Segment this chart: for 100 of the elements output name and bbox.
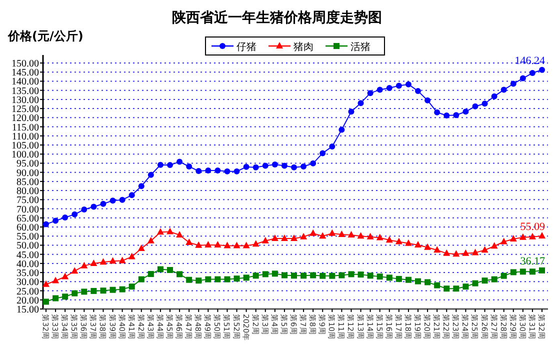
point xyxy=(510,80,516,87)
point xyxy=(167,267,173,274)
point xyxy=(72,290,78,296)
y-tick-label: 110.00 xyxy=(12,131,39,142)
y-tick-label: 105.00 xyxy=(12,140,39,152)
point xyxy=(72,211,78,218)
y-tick-label: 85.00 xyxy=(16,176,39,188)
point xyxy=(510,269,516,276)
point xyxy=(138,183,144,190)
point xyxy=(148,271,154,278)
y-tick-label: 90.00 xyxy=(16,168,39,179)
point xyxy=(376,234,384,240)
point xyxy=(224,276,230,282)
point xyxy=(119,196,126,203)
point xyxy=(500,272,507,279)
point xyxy=(233,242,240,248)
point xyxy=(386,274,392,281)
legend-label: 活猪 xyxy=(350,41,370,53)
point xyxy=(482,278,488,284)
point xyxy=(462,108,469,115)
point xyxy=(358,272,364,278)
point xyxy=(80,262,88,268)
point xyxy=(424,279,431,286)
point xyxy=(62,294,68,300)
y-tick-label: 130.00 xyxy=(12,94,39,106)
y-tick-label: 145.00 xyxy=(12,68,39,79)
point xyxy=(242,242,250,248)
point xyxy=(500,86,507,93)
point xyxy=(529,268,536,275)
point xyxy=(62,214,68,221)
y-tick-label: 15.00 xyxy=(16,304,39,316)
point xyxy=(320,150,326,156)
y-tick-label: 50.00 xyxy=(16,240,39,252)
point xyxy=(462,284,469,290)
point xyxy=(424,97,431,104)
point xyxy=(300,272,307,279)
point xyxy=(52,276,60,284)
point xyxy=(367,272,374,279)
point xyxy=(147,236,154,244)
y-tick-label: 70.00 xyxy=(16,204,39,216)
point xyxy=(110,286,116,293)
point xyxy=(224,168,230,174)
point xyxy=(490,242,498,249)
point xyxy=(357,232,364,239)
point xyxy=(491,276,498,282)
point xyxy=(415,88,421,94)
point xyxy=(472,248,479,256)
point xyxy=(128,192,135,198)
point xyxy=(520,75,526,82)
point xyxy=(539,267,545,274)
point xyxy=(110,198,116,204)
point xyxy=(262,236,269,244)
data-label: 146.24 xyxy=(514,54,546,67)
data-label: 55.09 xyxy=(520,220,546,233)
point xyxy=(166,228,174,234)
point xyxy=(280,234,288,241)
y-tick-label: 45.00 xyxy=(16,250,39,261)
point xyxy=(444,112,450,118)
point xyxy=(252,240,260,247)
point xyxy=(186,164,192,170)
point xyxy=(157,266,164,272)
point xyxy=(491,93,498,100)
point xyxy=(281,162,288,169)
point xyxy=(42,280,50,287)
y-tick-label: 65.00 xyxy=(16,213,39,224)
point xyxy=(71,267,78,274)
point xyxy=(424,243,432,250)
point xyxy=(405,276,412,283)
y-tick-label: 100.00 xyxy=(12,150,39,161)
point xyxy=(396,82,402,89)
point xyxy=(272,162,278,168)
point xyxy=(196,168,202,174)
point xyxy=(156,228,164,235)
point xyxy=(348,271,354,278)
point xyxy=(376,86,383,93)
point xyxy=(539,66,545,73)
point xyxy=(186,238,193,245)
y-tick-label: 30.00 xyxy=(16,277,39,288)
point xyxy=(138,244,145,251)
y-tick-label: 135.00 xyxy=(12,86,39,97)
y-tick-label: 115.00 xyxy=(12,122,39,134)
point xyxy=(443,249,450,256)
point xyxy=(118,256,126,264)
point xyxy=(252,272,259,279)
point xyxy=(452,250,460,257)
point xyxy=(310,272,316,278)
data-label: 36.17 xyxy=(520,255,546,268)
point xyxy=(519,233,526,240)
point xyxy=(272,270,278,277)
legend-label: 猪肉 xyxy=(294,41,314,53)
point xyxy=(234,168,240,174)
point xyxy=(300,164,307,170)
point xyxy=(472,280,478,286)
point xyxy=(262,162,268,169)
point xyxy=(186,276,192,283)
point xyxy=(348,231,355,238)
point xyxy=(100,258,107,265)
point xyxy=(328,229,336,236)
point xyxy=(214,168,221,174)
point xyxy=(205,276,212,282)
